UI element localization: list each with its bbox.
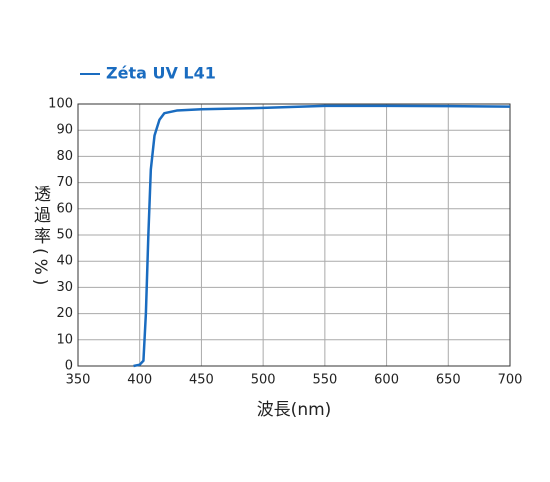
y-tick-label: 100 <box>48 97 73 112</box>
legend-label: Zéta UV L41 <box>106 64 216 83</box>
y-axis-label: 透過率(%) <box>30 185 50 290</box>
x-tick-label: 650 <box>436 373 461 388</box>
y-tick-label: 40 <box>56 254 73 269</box>
y-tick-label: 80 <box>56 149 73 164</box>
x-tick-label: 600 <box>374 373 399 388</box>
y-tick-label: 50 <box>56 228 73 243</box>
y-tick-label: 20 <box>56 306 73 321</box>
x-axis-label: 波長(nm) <box>257 400 332 420</box>
x-tick-label: 500 <box>251 373 276 388</box>
y-tick-label: 90 <box>56 123 73 138</box>
y-tick-label: 0 <box>65 359 73 374</box>
y-tick-label: 30 <box>56 280 73 295</box>
y-tick-label: 10 <box>56 332 73 347</box>
x-tick-label: 450 <box>189 373 214 388</box>
x-tick-label: 550 <box>312 373 337 388</box>
y-tick-label: 60 <box>56 201 73 216</box>
x-tick-label: 400 <box>127 373 152 388</box>
y-tick-label: 70 <box>56 175 73 190</box>
data-line <box>133 104 511 368</box>
x-tick-label: 350 <box>66 373 91 388</box>
x-tick-label: 700 <box>498 373 523 388</box>
plot-frame <box>77 103 511 367</box>
